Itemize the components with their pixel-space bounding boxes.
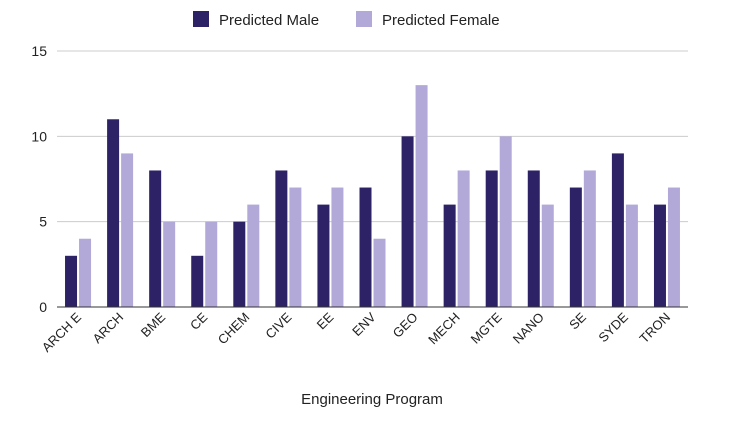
bar-male-chem	[233, 221, 246, 307]
y-tick-label: 10	[31, 128, 47, 144]
bar-female-syde	[625, 204, 638, 307]
legend-swatch-male	[193, 11, 209, 27]
x-tick-label: NANO	[510, 310, 547, 347]
bars	[65, 85, 680, 308]
bar-male-syde	[611, 153, 624, 307]
y-axis-ticks: 0 5 10 15	[31, 43, 47, 315]
x-tick-label: MECH	[425, 310, 463, 348]
bar-female-se	[583, 170, 596, 307]
bar-female-geo	[415, 85, 428, 307]
legend-swatch-female	[356, 11, 372, 27]
y-tick-label: 0	[39, 299, 47, 315]
y-tick-label: 5	[39, 214, 47, 230]
x-tick-label: GEO	[390, 310, 421, 341]
x-tick-label: CE	[187, 309, 211, 333]
x-axis-ticks: ARCH E ARCH BME CE CHEM CIVE EE ENV GEO MECH MGTE N…	[39, 309, 673, 355]
x-tick-label: CHEM	[215, 310, 253, 348]
legend-label-male: Predicted Male	[219, 12, 319, 29]
bar-male-nano	[527, 170, 540, 307]
bar-female-nano	[541, 204, 554, 307]
bar-female-ce	[205, 221, 218, 307]
x-tick-label: SYDE	[595, 309, 631, 345]
x-tick-label: SE	[566, 309, 589, 332]
gridlines	[57, 50, 688, 223]
bar-male-bme	[149, 170, 162, 307]
bar-male-ce	[191, 255, 204, 307]
bar-male-cive	[275, 170, 288, 307]
bar-male-env	[359, 187, 372, 307]
bar-male-arch-e	[65, 255, 78, 307]
bar-female-mgte	[499, 136, 512, 307]
bar-female-bme	[163, 221, 176, 307]
bar-male-mech	[443, 204, 456, 307]
x-axis-title: Engineering Program	[301, 391, 443, 408]
bar-male-ee	[317, 204, 330, 307]
bar-male-arch	[107, 119, 120, 308]
x-tick-label: BME	[138, 309, 169, 340]
bar-female-chem	[247, 204, 260, 307]
bar-male-geo	[401, 136, 414, 307]
x-tick-label: ARCH E	[39, 309, 85, 355]
bar-male-mgte	[485, 170, 498, 307]
bar-female-ee	[331, 187, 344, 307]
bar-female-mech	[457, 170, 470, 307]
x-tick-label: ENV	[349, 309, 379, 339]
x-tick-label: EE	[314, 309, 337, 332]
x-tick-label: ARCH	[90, 310, 127, 347]
bar-male-tron	[653, 204, 666, 307]
bar-female-cive	[289, 187, 302, 307]
x-tick-label: MGTE	[468, 309, 505, 346]
x-tick-label: CIVE	[262, 309, 294, 341]
bar-male-se	[569, 187, 582, 307]
bar-female-tron	[667, 187, 680, 307]
y-tick-label: 15	[31, 43, 47, 59]
bar-female-arch-e	[79, 238, 92, 307]
legend: Predicted Male Predicted Female	[193, 11, 500, 29]
bar-female-arch	[121, 153, 134, 307]
legend-label-female: Predicted Female	[382, 12, 500, 29]
bar-female-env	[373, 238, 386, 307]
x-tick-label: TRON	[636, 310, 673, 347]
